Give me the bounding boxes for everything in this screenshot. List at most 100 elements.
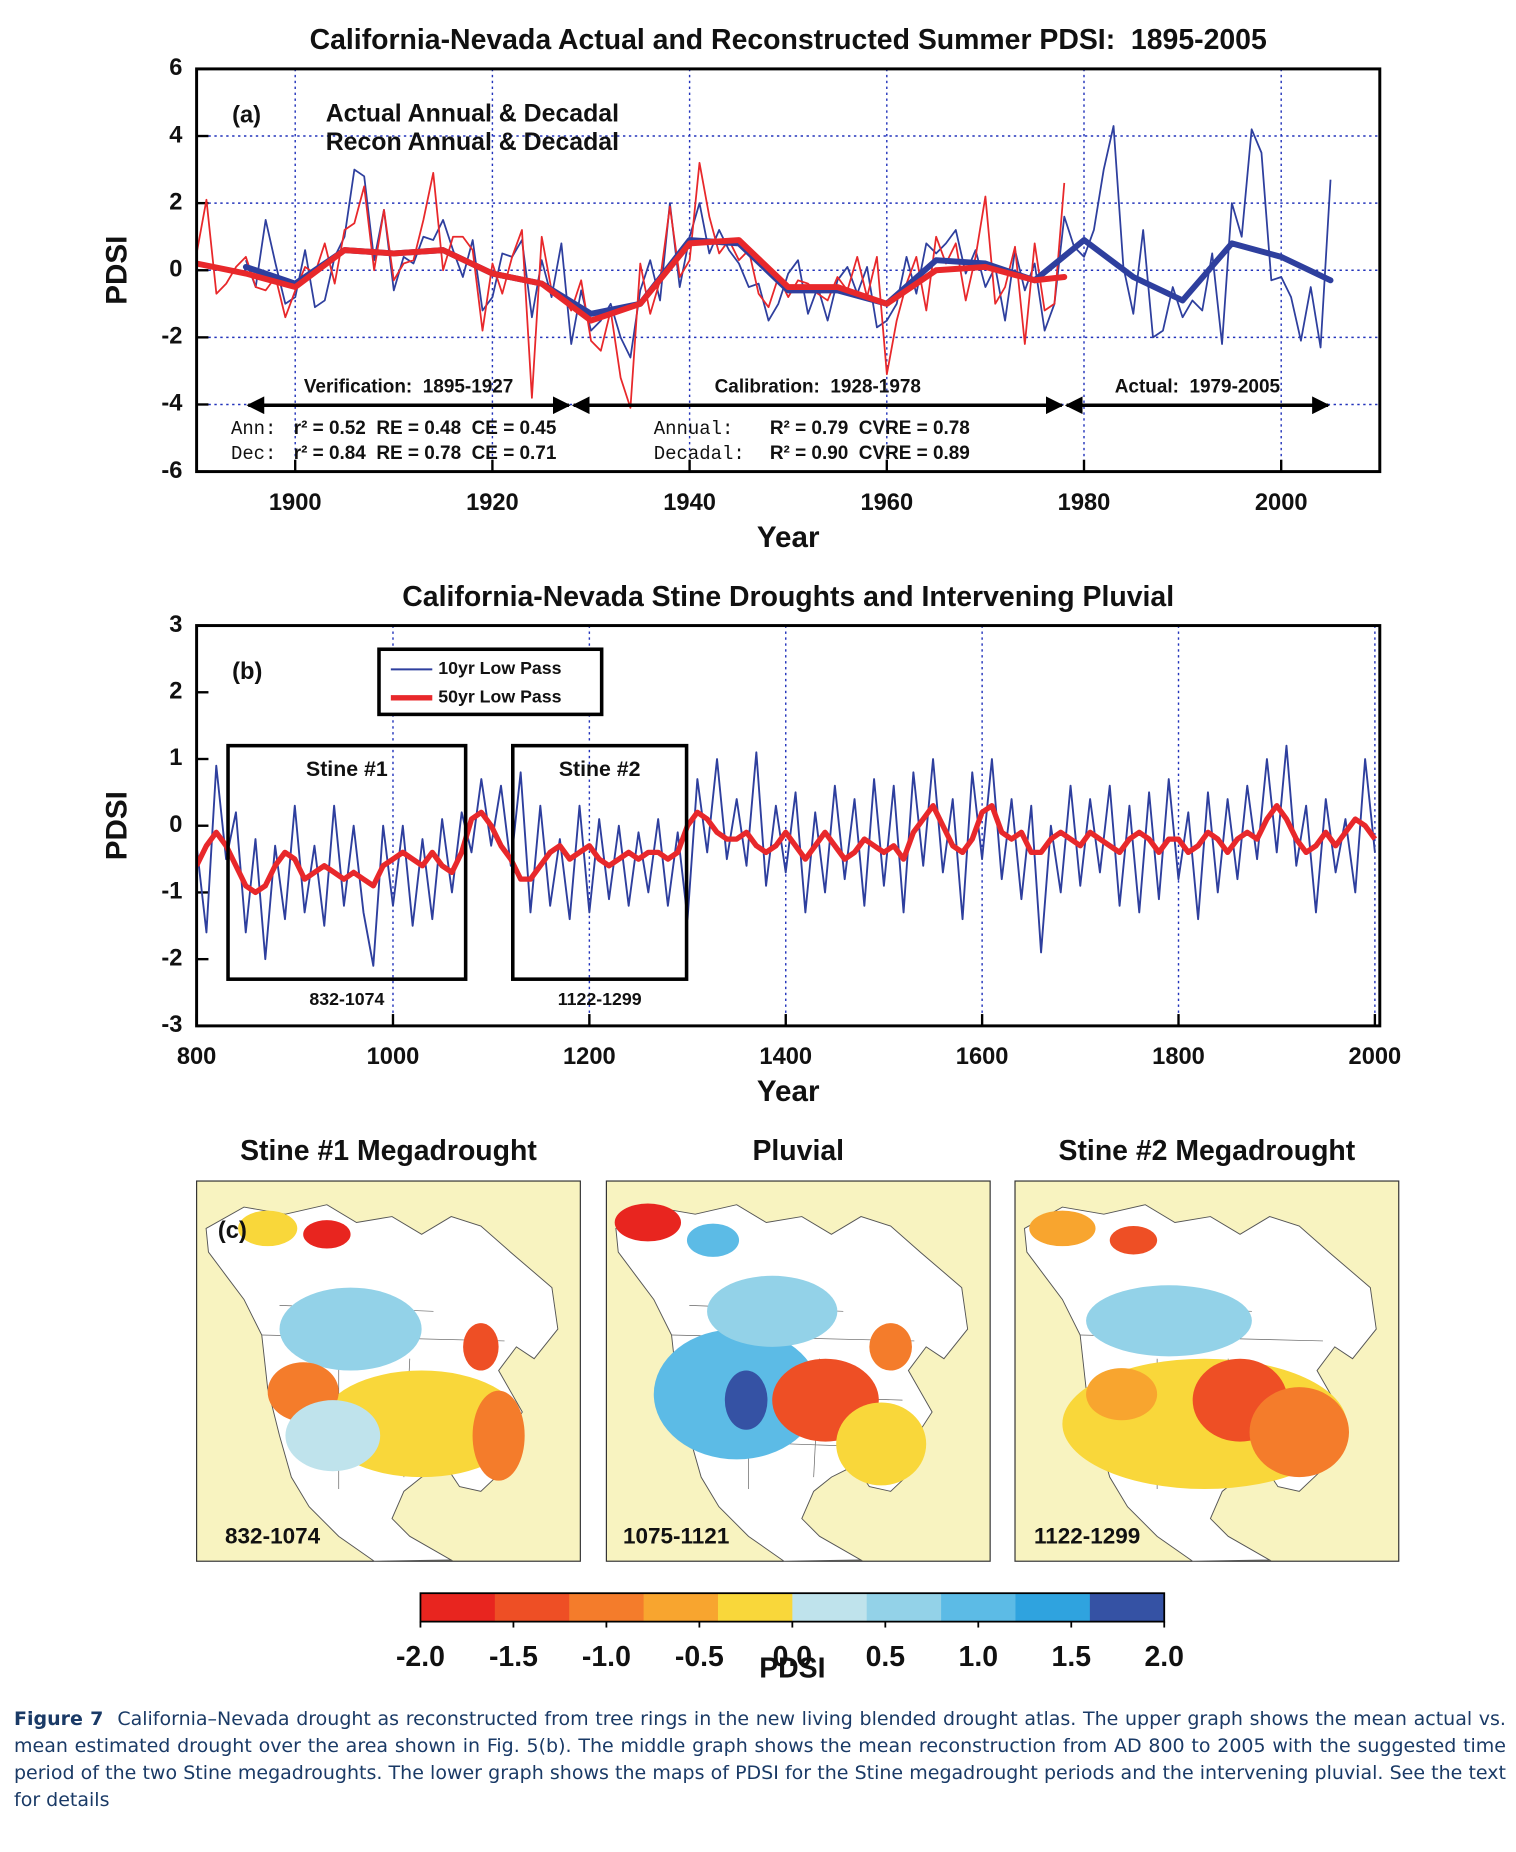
colorbar-tick-label: -1.0: [582, 1641, 631, 1673]
stat-label: Dec:: [231, 443, 276, 465]
y-tick-label: -2: [161, 324, 182, 350]
plot-lines: [196, 125, 1334, 409]
colorbar-tick-label: 0.5: [866, 1641, 906, 1673]
y-tick-label: 1: [169, 745, 182, 771]
caption-label: Figure 7: [14, 1708, 104, 1730]
legend-label: 10yr Low Pass: [438, 658, 561, 678]
stat-label: Ann:: [231, 418, 276, 440]
map-period: 1122-1299: [1034, 1523, 1140, 1548]
period-box: [226, 743, 468, 981]
colorbar-tick-label: -1.5: [489, 1641, 538, 1673]
colorbar-segment: [643, 1593, 719, 1622]
box-period: 1122-1299: [558, 989, 642, 1009]
x-tick-label: 1200: [563, 1044, 616, 1070]
y-axis-label: PDSI: [100, 236, 133, 305]
plot-lines: [196, 744, 1378, 967]
x-tick-label: 800: [177, 1044, 217, 1070]
colorbar: -2.0 -1.5 -1.0 -0.5 0.0 0.5 1.0 1.5 2.0: [396, 1592, 1184, 1673]
box-label: Stine #1: [306, 757, 388, 781]
map-period: 832-1074: [225, 1523, 321, 1548]
panel-label: (a): [232, 103, 261, 129]
plot-frame: [195, 67, 1382, 474]
data-line: [196, 803, 1378, 896]
map-title: Pluvial: [752, 1135, 844, 1167]
legend-label: Actual Annual & Decadal: [326, 100, 619, 128]
colorbar-tick-label: 1.0: [959, 1641, 998, 1673]
colorbar-tick-label: -2.0: [396, 1641, 445, 1673]
panel-label: (c): [218, 1218, 247, 1244]
y-tick-label: -1: [161, 879, 182, 905]
data-line: [196, 744, 1376, 967]
map-panels: [196, 1180, 1400, 1562]
x-tick-label: 2000: [1349, 1044, 1402, 1070]
x-tick-label: 1980: [1058, 490, 1111, 516]
chart-title: California-Nevada Stine Droughts and Int…: [402, 581, 1174, 613]
x-tick-label: 1600: [956, 1044, 1009, 1070]
legend-label: 50yr Low Pass: [438, 686, 561, 706]
map-title: Stine #1 Megadrought: [240, 1135, 537, 1167]
x-tick-label: 1400: [759, 1044, 812, 1070]
map-period: 1075-1121: [623, 1523, 729, 1548]
caption-text: California–Nevada drought as reconstruct…: [14, 1708, 1506, 1811]
x-tick-label: 2000: [1255, 490, 1308, 516]
y-tick-label: -3: [161, 1012, 182, 1038]
colorbar-tick-label: 2.0: [1144, 1641, 1184, 1673]
y-axis-label: PDSI: [100, 791, 133, 860]
chart: -3 -2 -1 0 1 2 3 800 1000 1200 1400 1600 1800 2000 Cal…: [100, 581, 1401, 1108]
box-label: Stine #2: [559, 757, 641, 781]
annual-line: [196, 161, 1066, 409]
period-box: [511, 743, 689, 981]
x-tick-label: 1800: [1152, 1044, 1205, 1070]
colorbar-segment: [1015, 1593, 1091, 1622]
y-tick-label: 2: [169, 189, 182, 215]
stat-label: Decadal:: [654, 443, 745, 465]
plot-frame: [195, 624, 1382, 1028]
decadal-line: [196, 237, 1068, 324]
y-tick-label: 6: [169, 55, 182, 81]
chart-title: California-Nevada Actual and Reconstruct…: [310, 24, 1267, 56]
y-tick-label: -4: [161, 391, 183, 417]
legend: 10yr Low Pass 50yr Low Pass: [377, 647, 604, 717]
x-tick-label: 1900: [269, 490, 322, 516]
colorbar-segment: [866, 1593, 942, 1622]
stat-text: R² = 0.90 CVRE = 0.89: [770, 443, 970, 464]
panel-label: (b): [232, 659, 262, 685]
colorbar-segment: [941, 1593, 1017, 1622]
figure: -6 -4 -2 0 2 4 6 1900 1920 1940 1960 1980 2000 Califo…: [100, 24, 1401, 1685]
colorbar-label: PDSI: [759, 1653, 825, 1685]
charts: -6 -4 -2 0 2 4 6 1900 1920 1940 1960 1980 2000 Califo…: [100, 24, 1401, 1108]
colorbar-tick-label: 0.0: [773, 1641, 813, 1673]
y-tick-label: 2: [169, 679, 182, 705]
y-tick-label: 0: [169, 812, 182, 838]
box-period: 832-1074: [309, 989, 384, 1009]
x-tick-label: 1920: [466, 490, 519, 516]
annual-line: [245, 125, 1332, 359]
period-label: Verification: 1895-1927: [304, 377, 513, 398]
y-tick-label: 4: [169, 122, 183, 148]
colorbar-segment: [792, 1593, 868, 1622]
x-tick-label: 1940: [663, 490, 716, 516]
x-axis-label: Year: [757, 1075, 820, 1108]
map-panel: [1014, 1180, 1400, 1562]
legend-label: Recon Annual & Decadal: [326, 128, 619, 156]
y-tick-label: -2: [161, 945, 182, 971]
colorbar-tick-label: -0.5: [675, 1641, 724, 1673]
caption: Figure 7 California–Nevada drought as rec…: [14, 1706, 1506, 1814]
period-label: Calibration: 1928-1978: [715, 377, 921, 398]
map-panel: [605, 1180, 991, 1562]
map-panel: [196, 1180, 581, 1562]
y-tick-label: 0: [169, 256, 182, 282]
colorbar-segment: [1089, 1593, 1165, 1622]
colorbar-tick-label: 1.5: [1052, 1641, 1091, 1673]
colorbar-segment: [569, 1593, 645, 1622]
legend-box: [377, 647, 604, 717]
stat-text: r² = 0.52 RE = 0.48 CE = 0.45: [294, 418, 557, 439]
chart: -6 -4 -2 0 2 4 6 1900 1920 1940 1960 1980 2000 Califo…: [100, 24, 1382, 554]
map-title: Stine #2 Megadrought: [1059, 1135, 1356, 1167]
y-tick-label: -6: [161, 458, 182, 484]
period-label: Actual: 1979-2005: [1115, 377, 1280, 398]
colorbar-segment: [420, 1593, 496, 1622]
x-tick-label: 1000: [367, 1044, 420, 1070]
stat-label: Annual:: [654, 418, 734, 440]
